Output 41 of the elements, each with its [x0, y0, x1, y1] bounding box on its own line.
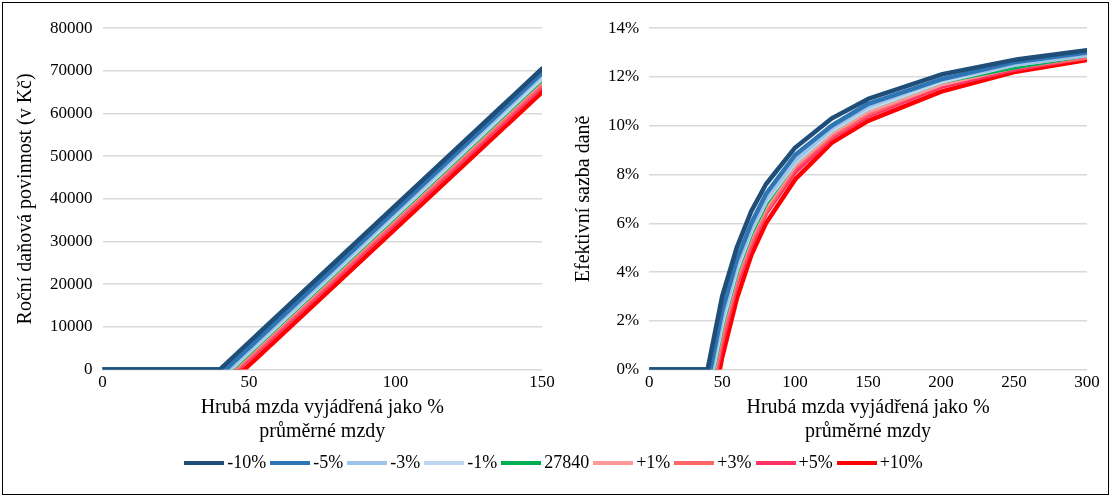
y-tick-label: 20000	[50, 273, 93, 293]
legend-label: +3%	[717, 452, 752, 473]
x-tick-label: 150	[529, 372, 555, 392]
y-tick-label: 2%	[616, 310, 640, 330]
x-tick-label: 300	[1074, 372, 1100, 392]
legend-label: +10%	[879, 452, 923, 473]
legend-label: +5%	[798, 452, 833, 473]
y-tick-label: 12%	[607, 66, 640, 86]
y-tick-label: 80000	[50, 17, 93, 37]
x-axis-title: Hrubá mzda vyjádřená jako % průměrné mzdy	[200, 395, 444, 443]
x-tick-label: 100	[782, 372, 808, 392]
x-axis-title: Hrubá mzda vyjádřená jako % průměrné mzdy	[746, 395, 990, 443]
x-tick-label: 0	[98, 372, 107, 392]
y-tick-label: 0%	[616, 359, 640, 379]
legend-label: -1%	[467, 452, 498, 473]
y-tick-label: 50000	[50, 145, 93, 165]
y-tick-label: 8%	[616, 163, 640, 183]
y-axis-title: Roční daňová povinnost (v Kč)	[13, 73, 37, 325]
x-tick-label: 200	[928, 372, 954, 392]
y-tick-label: 60000	[50, 103, 93, 123]
y-tick-label: 4%	[616, 261, 640, 281]
x-tick-label: 250	[1001, 372, 1027, 392]
y-tick-label: 40000	[50, 188, 93, 208]
legend-label: +1%	[636, 452, 671, 473]
y-tick-label: 70000	[50, 60, 93, 80]
x-tick-label: 100	[382, 372, 409, 392]
y-tick-label: 14%	[607, 17, 640, 37]
y-tick-label: 10%	[607, 115, 640, 135]
y-tick-label: 6%	[616, 212, 640, 232]
y-axis-title: Efektivní sazba daně	[571, 115, 594, 283]
y-tick-label: 10000	[50, 316, 93, 336]
legend-label: -5%	[313, 452, 344, 473]
x-tick-label: 50	[240, 372, 258, 392]
x-tick-label: 50	[713, 372, 731, 392]
legend-label: 27840	[544, 452, 590, 473]
y-tick-label: 30000	[50, 231, 93, 251]
legend-label: -10%	[227, 452, 267, 473]
x-tick-label: 150	[855, 372, 881, 392]
x-tick-label: 0	[644, 372, 654, 392]
y-tick-label: 0	[84, 359, 93, 379]
legend-label: -3%	[390, 452, 421, 473]
